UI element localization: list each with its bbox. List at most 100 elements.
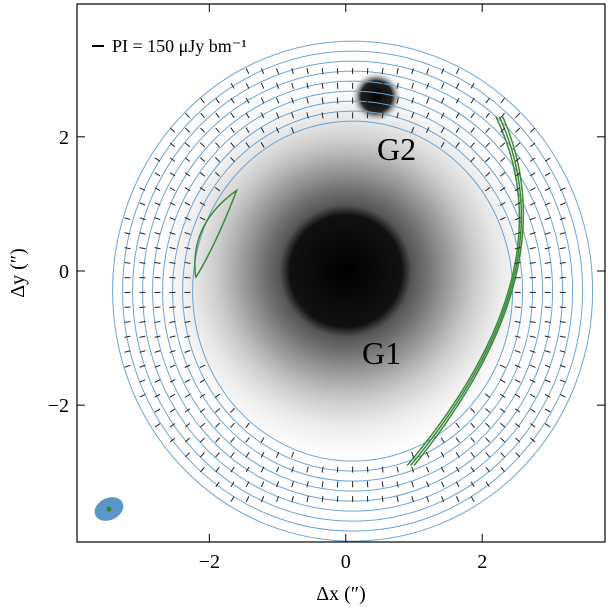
polarization-vector <box>125 248 131 249</box>
polarization-vector <box>155 409 160 412</box>
polarization-vector <box>200 453 204 457</box>
polarization-vector <box>500 409 505 413</box>
polarization-vector <box>200 438 204 442</box>
y-tick-label: 0 <box>59 261 69 283</box>
polarization-vector <box>246 68 249 73</box>
polarization-vector <box>185 438 189 442</box>
polarization-vector <box>441 482 444 487</box>
polarization-vector <box>231 452 235 457</box>
polarization-vector <box>140 203 146 205</box>
polarization-vector <box>200 423 204 427</box>
legend-text: PI = 150 μJy bm⁻¹ <box>112 36 247 56</box>
image-layer <box>91 41 593 541</box>
x-tick-label: −2 <box>199 551 220 573</box>
polarization-vector <box>397 481 398 487</box>
polarization-vector <box>515 438 519 442</box>
polarization-vector <box>560 248 566 249</box>
polarization-vector <box>216 452 220 457</box>
polarization-vector <box>456 482 459 487</box>
polarization-vector <box>276 467 278 473</box>
polarization-vector <box>530 394 535 397</box>
polarization-vector <box>292 481 294 487</box>
polarization-vector <box>322 481 323 487</box>
polarization-vector <box>560 233 566 235</box>
polarization-vector <box>456 98 459 103</box>
polarization-vector <box>170 307 176 308</box>
polarization-vector <box>530 128 534 132</box>
polarization-vector <box>530 307 536 308</box>
galaxy-halo <box>146 71 546 471</box>
polarization-vector <box>471 496 474 501</box>
polarization-vector <box>530 409 535 412</box>
x-tick-label: 0 <box>341 551 351 573</box>
polarization-vector <box>367 112 368 118</box>
polarization-vector <box>140 248 146 249</box>
polarization-vector <box>155 351 161 353</box>
polarization-vector <box>545 336 551 337</box>
polarization-vector <box>486 438 490 442</box>
polarization-vector <box>185 453 189 457</box>
polarization-vector <box>515 394 520 397</box>
polarization-vector <box>246 496 249 501</box>
polarization-vector <box>337 112 338 118</box>
x-tick-label: 2 <box>477 551 487 573</box>
polarization-vector <box>155 158 160 161</box>
annotation: G2 <box>377 131 416 167</box>
polarization-vector <box>516 128 520 132</box>
polarization-vector <box>456 496 459 501</box>
polarization-vector <box>515 307 521 308</box>
polarization-vector <box>140 380 146 382</box>
polarization-vector <box>185 307 191 308</box>
polarization-vector <box>501 438 505 442</box>
polarization-vector <box>201 98 205 103</box>
polarization-vector <box>471 452 475 457</box>
polarization-vector <box>471 438 475 443</box>
polarization-vector <box>322 496 323 502</box>
polarization-vector <box>516 113 520 117</box>
polarization-vector <box>427 68 429 74</box>
polarization-vector <box>185 394 190 397</box>
polarization-vector <box>515 380 520 383</box>
polarization-vector <box>530 188 535 191</box>
polarization-vector <box>216 98 219 103</box>
polarization-vector <box>545 173 550 176</box>
polarization-vector <box>545 263 551 264</box>
polarization-vector <box>397 496 398 502</box>
polarization-vector <box>140 233 146 235</box>
annotation: G1 <box>362 335 401 371</box>
polarization-vector <box>185 128 189 132</box>
polarization-vector <box>501 467 505 472</box>
polarization-vector <box>545 380 550 383</box>
polarization-vector <box>545 409 550 412</box>
polarization-vector <box>486 452 490 457</box>
polarization-vector <box>545 424 550 427</box>
polarization-vector <box>231 438 235 443</box>
polarization-vector <box>530 143 535 147</box>
polarization-vector <box>397 68 398 74</box>
polarization-vector <box>367 467 368 473</box>
polarization-vector <box>412 68 414 74</box>
polarization-vector <box>307 68 308 74</box>
polarization-vector <box>560 203 566 205</box>
beam-center <box>107 507 112 512</box>
polarization-vector <box>516 453 520 457</box>
polarization-vector <box>292 68 294 74</box>
polarization-vector <box>486 467 490 472</box>
polarization-vector <box>277 68 279 74</box>
x-axis-label: Δx (″) <box>316 583 366 605</box>
polarization-vector <box>246 83 249 88</box>
polarization-vector <box>382 496 383 502</box>
polarization-vector <box>125 365 131 367</box>
polarization-vector <box>456 68 459 73</box>
polarization-vector <box>140 336 146 337</box>
polarization-vector <box>261 83 263 88</box>
y-axis-label: Δy (″) <box>7 248 29 298</box>
polarization-vector <box>155 424 160 427</box>
polarization-vector <box>307 481 308 487</box>
polarization-vector <box>530 365 536 367</box>
polarization-vector <box>456 83 459 88</box>
polarization-vector <box>501 98 505 103</box>
y-tick-label: 2 <box>59 127 69 149</box>
polarization-vector <box>501 143 505 147</box>
